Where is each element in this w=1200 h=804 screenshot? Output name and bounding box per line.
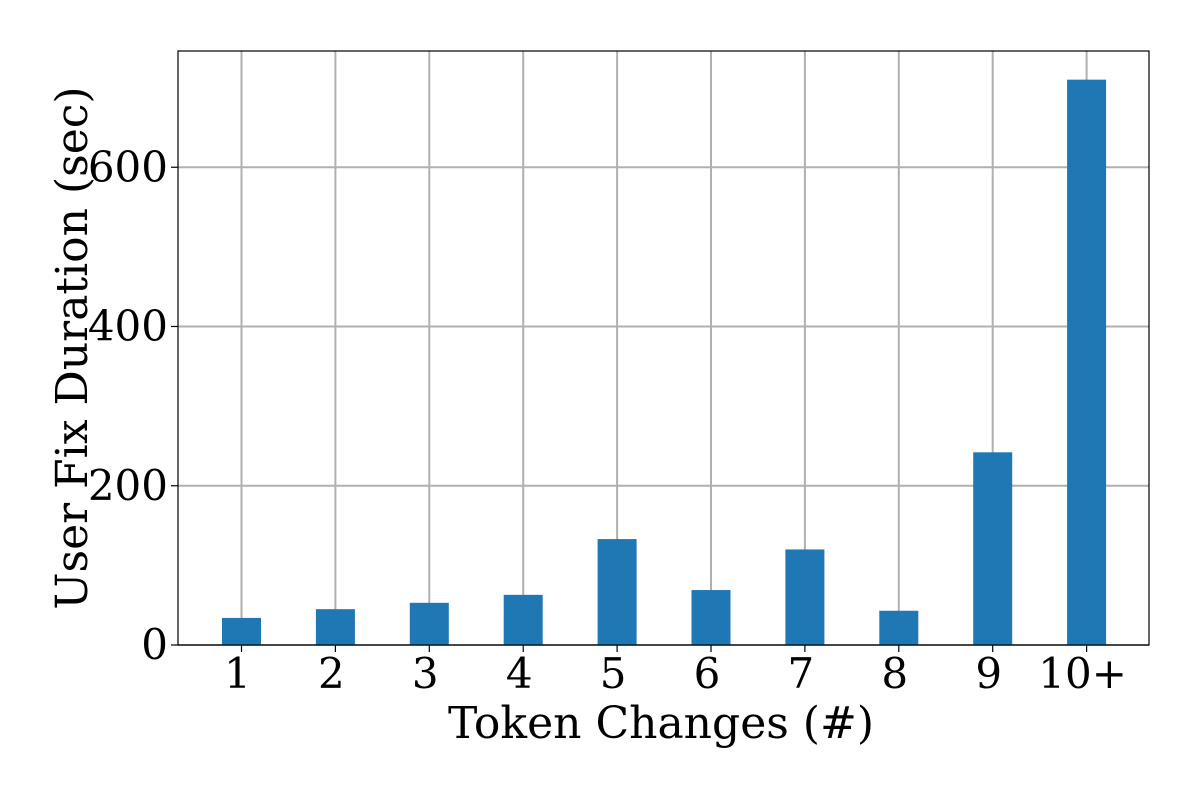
x-tick-label: 3 [412, 649, 439, 698]
bar [879, 610, 919, 645]
bar [409, 602, 449, 645]
bar [785, 549, 825, 645]
plot-frame [177, 50, 1150, 646]
y-tick-label: 600 [88, 142, 168, 191]
x-tick-label: 1 [224, 649, 251, 698]
bar [503, 594, 543, 645]
y-tick-label: 400 [88, 302, 168, 351]
x-tick-label: 5 [600, 649, 627, 698]
x-tick-label: 6 [694, 649, 721, 698]
bar [973, 452, 1013, 645]
x-tick-label: 10+ [1038, 649, 1127, 698]
x-tick-label: 9 [975, 649, 1002, 698]
x-axis-label: Token Changes (#) [448, 698, 874, 749]
x-tick-label: 2 [318, 649, 345, 698]
y-tick-label: 200 [88, 461, 168, 510]
x-tick-label: 4 [506, 649, 533, 698]
bar [1067, 79, 1107, 646]
bar [315, 609, 355, 645]
bar [597, 539, 637, 645]
bars-layer [222, 79, 1107, 646]
bar [222, 617, 261, 645]
y-tick-label: 0 [141, 620, 168, 669]
ticks-layer: 1 2 3 4 5 6 7 8 9 10+ 0 200 400 600 [88, 142, 1127, 698]
bar [691, 590, 731, 645]
y-axis-label: User Fix Duration (sec) [47, 86, 98, 609]
x-tick-label: 8 [881, 649, 908, 698]
x-tick-label: 7 [788, 649, 815, 698]
